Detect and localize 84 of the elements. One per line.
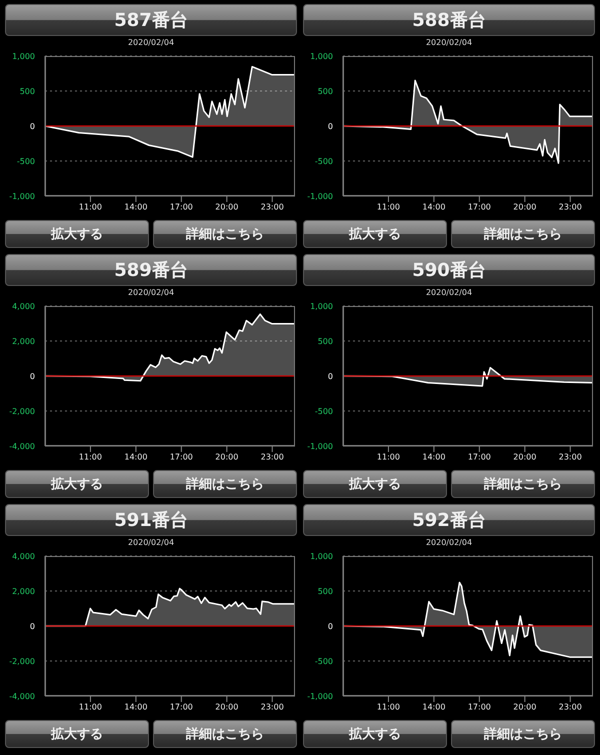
y-tick-label: 0 [328,122,333,131]
chart-subtitle: 2020/02/04 [126,287,176,299]
y-tick-label: 2,000 [12,587,35,596]
y-tick-label: -500 [16,157,35,166]
x-tick-label: 17:00 [468,702,491,712]
button: 詳細はこちら [451,720,595,748]
y-tick-label: -4,000 [9,692,35,701]
y-tick-label: -500 [314,157,333,166]
y-tick-label: -1,000 [307,192,333,201]
x-tick-label: 23:00 [558,702,582,712]
y-tick-label: -2,000 [9,407,35,416]
y-tick-label: 500 [20,87,35,96]
y-tick-label: 1,000 [12,52,35,61]
button: 拡大する [303,720,447,748]
y-tick-label: -500 [314,657,333,666]
y-tick-label: 4,000 [12,302,35,311]
y-tick-label: 1,000 [310,552,333,561]
x-tick-label: 11:00 [78,452,102,462]
x-tick-label: 23:00 [260,202,284,212]
x-tick-label: 20:00 [513,702,536,712]
x-tick-label: 14:00 [422,452,446,462]
x-tick-label: 23:00 [260,702,284,712]
y-tick-label: 1,000 [310,52,333,61]
button: 拡大する [5,720,149,748]
button: 拡大する [303,220,447,248]
x-tick-label: 14:00 [124,702,148,712]
chart-subtitle: 2020/02/04 [424,37,474,49]
x-tick-label: 17:00 [170,702,193,712]
y-tick-label: -1,000 [9,192,35,201]
chart-subtitle: 2020/02/04 [424,537,474,549]
chart-title: 592番台 [303,504,595,536]
x-tick-label: 17:00 [468,452,491,462]
y-tick-label: 500 [318,587,333,596]
button: 詳細はこちら [153,720,297,748]
button: 詳細はこちら [153,470,297,498]
y-tick-label: -500 [314,407,333,416]
y-tick-label: 500 [318,87,333,96]
x-tick-label: 23:00 [558,452,582,462]
chart-title: 589番台 [5,254,297,286]
button: 拡大する [303,470,447,498]
button: 詳細はこちら [451,220,595,248]
y-tick-label: 4,000 [12,552,35,561]
y-tick-label: -1,000 [307,442,333,451]
x-tick-label: 17:00 [468,202,491,212]
y-tick-label: -2,000 [9,657,35,666]
y-tick-label: 0 [30,122,35,131]
x-tick-label: 23:00 [260,452,284,462]
x-tick-label: 11:00 [376,452,400,462]
chart-title: 591番台 [5,504,297,536]
chart-title: 590番台 [303,254,595,286]
y-tick-label: 0 [30,622,35,631]
x-tick-label: 11:00 [376,702,400,712]
y-tick-label: 0 [328,622,333,631]
button: 詳細はこちら [451,470,595,498]
x-tick-label: 20:00 [513,202,536,212]
x-tick-label: 14:00 [422,202,446,212]
chart-title: 587番台 [5,4,297,36]
y-tick-label: 0 [30,372,35,381]
y-tick-label: -4,000 [9,442,35,451]
y-tick-label: 0 [328,372,333,381]
chart-subtitle: 2020/02/04 [126,37,176,49]
button: 拡大する [5,470,149,498]
x-tick-label: 20:00 [215,702,238,712]
y-tick-label: 2,000 [12,337,35,346]
x-tick-label: 11:00 [78,702,102,712]
button: 詳細はこちら [153,220,297,248]
y-tick-label: 500 [318,337,333,346]
x-tick-label: 20:00 [215,452,238,462]
x-tick-label: 11:00 [376,202,400,212]
x-tick-label: 14:00 [422,702,446,712]
x-tick-label: 17:00 [170,202,193,212]
x-tick-label: 20:00 [215,202,238,212]
x-tick-label: 20:00 [513,452,536,462]
x-tick-label: 14:00 [124,202,148,212]
x-tick-label: 23:00 [558,202,582,212]
chart-subtitle: 2020/02/04 [126,537,176,549]
y-tick-label: 1,000 [310,302,333,311]
chart-subtitle: 2020/02/04 [424,287,474,299]
x-tick-label: 17:00 [170,452,193,462]
y-tick-label: -1,000 [307,692,333,701]
button: 拡大する [5,220,149,248]
chart-title: 588番台 [303,4,595,36]
x-tick-label: 11:00 [78,202,102,212]
x-tick-label: 14:00 [124,452,148,462]
